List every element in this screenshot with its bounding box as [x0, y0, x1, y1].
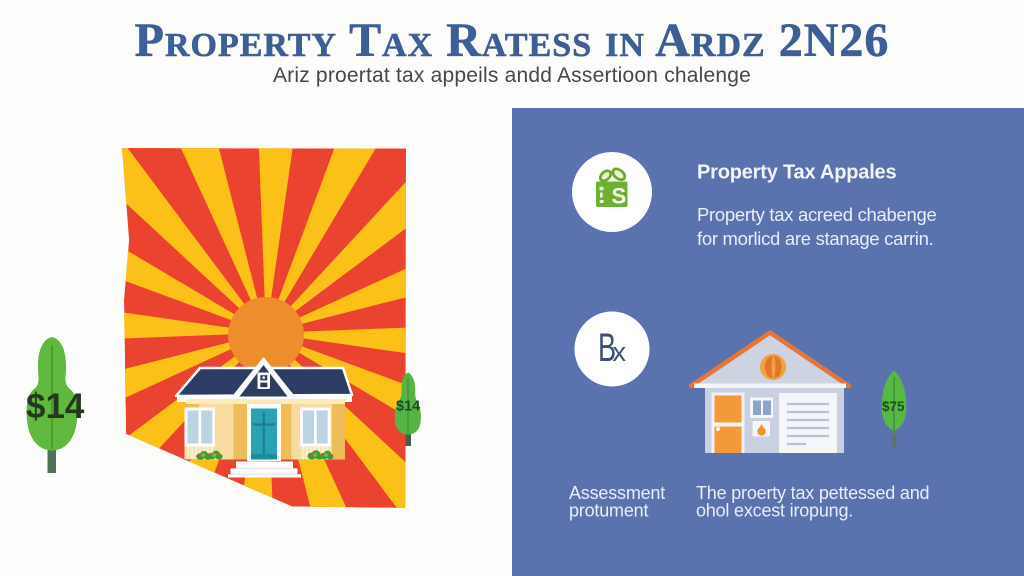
- svg-text:ohol excest iropung.: ohol excest iropung.: [696, 501, 853, 521]
- svg-text:x: x: [613, 337, 627, 367]
- svg-text:S: S: [612, 184, 627, 209]
- svg-text:B: B: [598, 326, 616, 370]
- svg-text:Property Tax Appales: Property Tax Appales: [697, 162, 896, 184]
- svg-text:for morlicd are stanage carrin: for morlicd are stanage carrin.: [697, 228, 933, 249]
- svg-text:Assessment: Assessment: [569, 483, 665, 503]
- svg-text:The proerty tax pettessed and: The proerty tax pettessed and: [696, 483, 929, 503]
- svg-text:$14: $14: [26, 387, 85, 426]
- svg-text:$14: $14: [396, 399, 420, 415]
- svg-text:Property tax acreed chabenge: Property tax acreed chabenge: [697, 204, 936, 225]
- svg-text:$75: $75: [882, 399, 905, 414]
- svg-text:protument: protument: [569, 501, 648, 521]
